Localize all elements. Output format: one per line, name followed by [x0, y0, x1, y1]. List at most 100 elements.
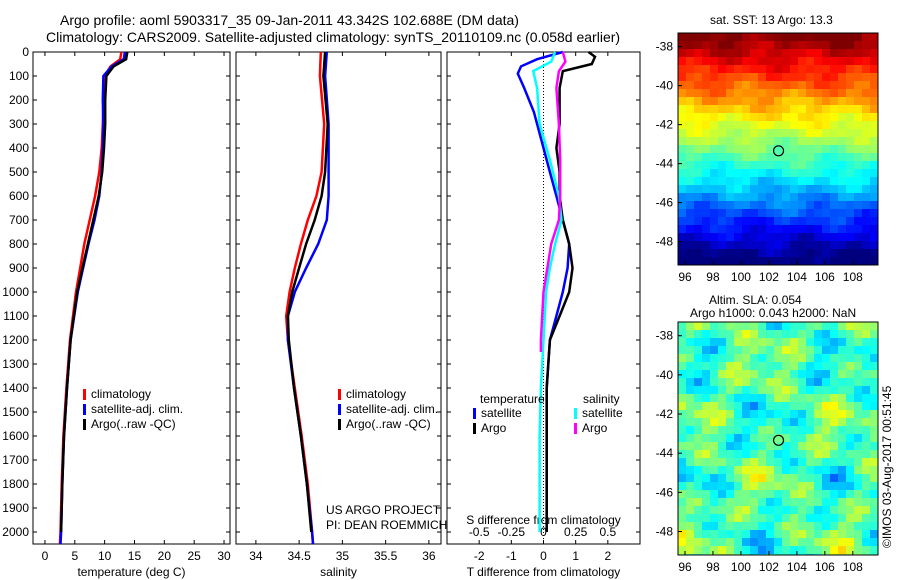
map-cell — [718, 105, 726, 113]
map-cell — [838, 145, 846, 153]
map-cell — [806, 257, 814, 265]
map-cell — [814, 434, 822, 442]
map-cell — [846, 354, 854, 362]
map-cell — [686, 121, 694, 129]
map-cell — [862, 225, 870, 233]
map-cell — [814, 73, 822, 81]
map-cell — [710, 362, 718, 370]
map-cell — [750, 145, 758, 153]
s-tick-label: 0.5 — [599, 525, 616, 539]
map-cell — [758, 257, 766, 265]
map-cell — [798, 434, 806, 442]
map-cell — [790, 105, 798, 113]
map-cell — [710, 498, 718, 506]
map-cell — [710, 193, 718, 201]
map-cell — [678, 185, 686, 193]
map-cell — [790, 249, 798, 257]
map-cell — [806, 33, 814, 41]
map-cell — [686, 89, 694, 97]
map-cell — [870, 418, 878, 426]
map-cell — [790, 386, 798, 394]
map-cell — [822, 217, 830, 225]
map-cell — [790, 346, 798, 354]
map-cell — [758, 153, 766, 161]
map-cell — [678, 530, 686, 538]
map-cell — [854, 354, 862, 362]
map-cell — [766, 450, 774, 458]
map-cell — [790, 394, 798, 402]
map-cell — [838, 161, 846, 169]
map-cell — [870, 49, 878, 57]
map-cell — [814, 209, 822, 217]
map-cell — [718, 169, 726, 177]
map-cell — [694, 530, 702, 538]
map-cell — [846, 193, 854, 201]
map-cell — [798, 426, 806, 434]
map-cell — [846, 105, 854, 113]
map-cell — [782, 362, 790, 370]
map-cell — [830, 41, 838, 49]
map-cell — [710, 530, 718, 538]
map-cell — [734, 490, 742, 498]
map-cell — [758, 89, 766, 97]
map-cell — [838, 201, 846, 209]
x-axis-label: T difference from climatology — [467, 565, 621, 579]
map-cell — [686, 169, 694, 177]
map-cell — [862, 73, 870, 81]
map-cell — [718, 185, 726, 193]
map-cell — [870, 330, 878, 338]
map-cell — [686, 402, 694, 410]
map-cell — [830, 466, 838, 474]
map-cell — [798, 49, 806, 57]
map-cell — [854, 338, 862, 346]
map-cell — [766, 257, 774, 265]
map-cell — [694, 49, 702, 57]
map-cell — [694, 538, 702, 546]
map-cell — [782, 257, 790, 265]
map-cell — [718, 418, 726, 426]
map-cell — [870, 346, 878, 354]
map-cell — [774, 402, 782, 410]
map-cell — [782, 41, 790, 49]
map-cell — [686, 522, 694, 530]
map-cell — [830, 57, 838, 65]
map-cell — [718, 249, 726, 257]
map-cell — [822, 346, 830, 354]
map-cell — [862, 322, 870, 330]
map-cell — [750, 105, 758, 113]
map-cell — [750, 249, 758, 257]
map-cell — [766, 522, 774, 530]
map-cell — [830, 330, 838, 338]
map-cell — [814, 33, 822, 41]
map-cell — [678, 41, 686, 49]
map-cell — [854, 97, 862, 105]
map-cell — [838, 490, 846, 498]
map-cell — [678, 434, 686, 442]
map-cell — [718, 241, 726, 249]
map-cell — [854, 113, 862, 121]
map-cell — [702, 249, 710, 257]
map-cell — [854, 169, 862, 177]
map-cell — [678, 498, 686, 506]
map-cell — [854, 41, 862, 49]
map-cell — [854, 49, 862, 57]
map-cell — [854, 514, 862, 522]
map-cell — [798, 257, 806, 265]
map-cell — [798, 442, 806, 450]
map-cell — [726, 185, 734, 193]
map-cell — [678, 450, 686, 458]
map-cell — [686, 153, 694, 161]
map-cell — [726, 233, 734, 241]
map-cell — [782, 546, 790, 554]
map-cell — [798, 105, 806, 113]
map-cell — [734, 153, 742, 161]
map-cell — [814, 530, 822, 538]
map-cell — [846, 129, 854, 137]
map-cell — [846, 153, 854, 161]
map-cell — [782, 410, 790, 418]
map-cell — [726, 338, 734, 346]
map-cell — [798, 57, 806, 65]
map-cell — [846, 522, 854, 530]
